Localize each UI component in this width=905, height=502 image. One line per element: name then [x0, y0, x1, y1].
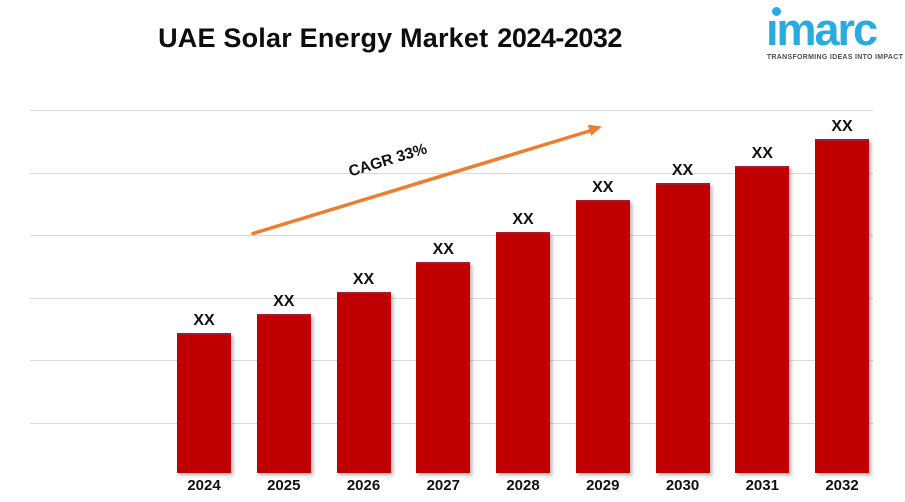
bar-group-2026: XX 2026	[336, 0, 391, 502]
bar-2029	[575, 200, 630, 473]
chart-title-range: 2024-2032	[497, 23, 622, 53]
imarc-logo: ımarc TRANSFORMING IDEAS INTO IMPACT	[766, 0, 904, 70]
bar-value-label: XX	[273, 293, 295, 310]
chart-title-main: UAE Solar Energy Market	[158, 23, 489, 53]
bar-value-label: XX	[512, 211, 534, 228]
bar-2026	[336, 292, 391, 473]
bar-group-2030: XX 2030	[655, 0, 710, 502]
bar-value-label: XX	[831, 118, 853, 135]
bar-value-label: XX	[352, 271, 375, 288]
bar-category-label: 2032	[825, 477, 859, 494]
bar-category-label: 2030	[665, 477, 700, 494]
bar-2032	[815, 139, 869, 473]
imarc-logo-dot-icon	[772, 7, 781, 16]
gridline	[30, 235, 873, 237]
bar-group-2025: XX 2025	[256, 0, 311, 502]
bar-category-label: 2027	[426, 477, 460, 494]
bar-2028	[496, 232, 550, 473]
bar-group-2027: XX 2027	[416, 0, 471, 502]
bar-group-2024: XX 2024	[177, 0, 231, 502]
bar-category-label: 2029	[586, 477, 620, 494]
bar-value-label: XX	[751, 145, 773, 162]
bar-value-label: XX	[432, 241, 454, 258]
bar-category-label: 2024	[187, 477, 221, 494]
chart-title: UAE Solar Energy Market 2024-2032	[0, 20, 780, 56]
bar-value-label: XX	[193, 312, 215, 329]
gridline	[30, 110, 873, 111]
imarc-wordmark: ımarc	[766, 4, 878, 55]
bar-2031	[735, 166, 790, 473]
cagr-arrowhead-icon	[587, 124, 602, 136]
bar-2025	[256, 314, 311, 473]
bar-value-label: XX	[671, 162, 694, 179]
bar-2024	[177, 333, 231, 473]
cagr-arrow-shaft	[251, 128, 593, 236]
imarc-tagline: TRANSFORMING IDEAS INTO IMPACT	[766, 54, 904, 61]
bar-group-2031: XX 2031	[735, 0, 790, 502]
bar-group-2028: XX 2028	[496, 0, 550, 502]
bar-2027	[416, 262, 471, 473]
bar-2030	[655, 183, 710, 473]
bar-category-label: 2031	[745, 477, 779, 494]
bar-group-2032: XX 2032	[815, 0, 869, 502]
bar-category-label: 2025	[267, 477, 301, 494]
bar-category-label: 2028	[506, 477, 540, 494]
bar-group-2029: XX 2029	[575, 0, 630, 502]
bar-value-label: XX	[592, 179, 614, 196]
bar-category-label: 2026	[346, 477, 381, 494]
